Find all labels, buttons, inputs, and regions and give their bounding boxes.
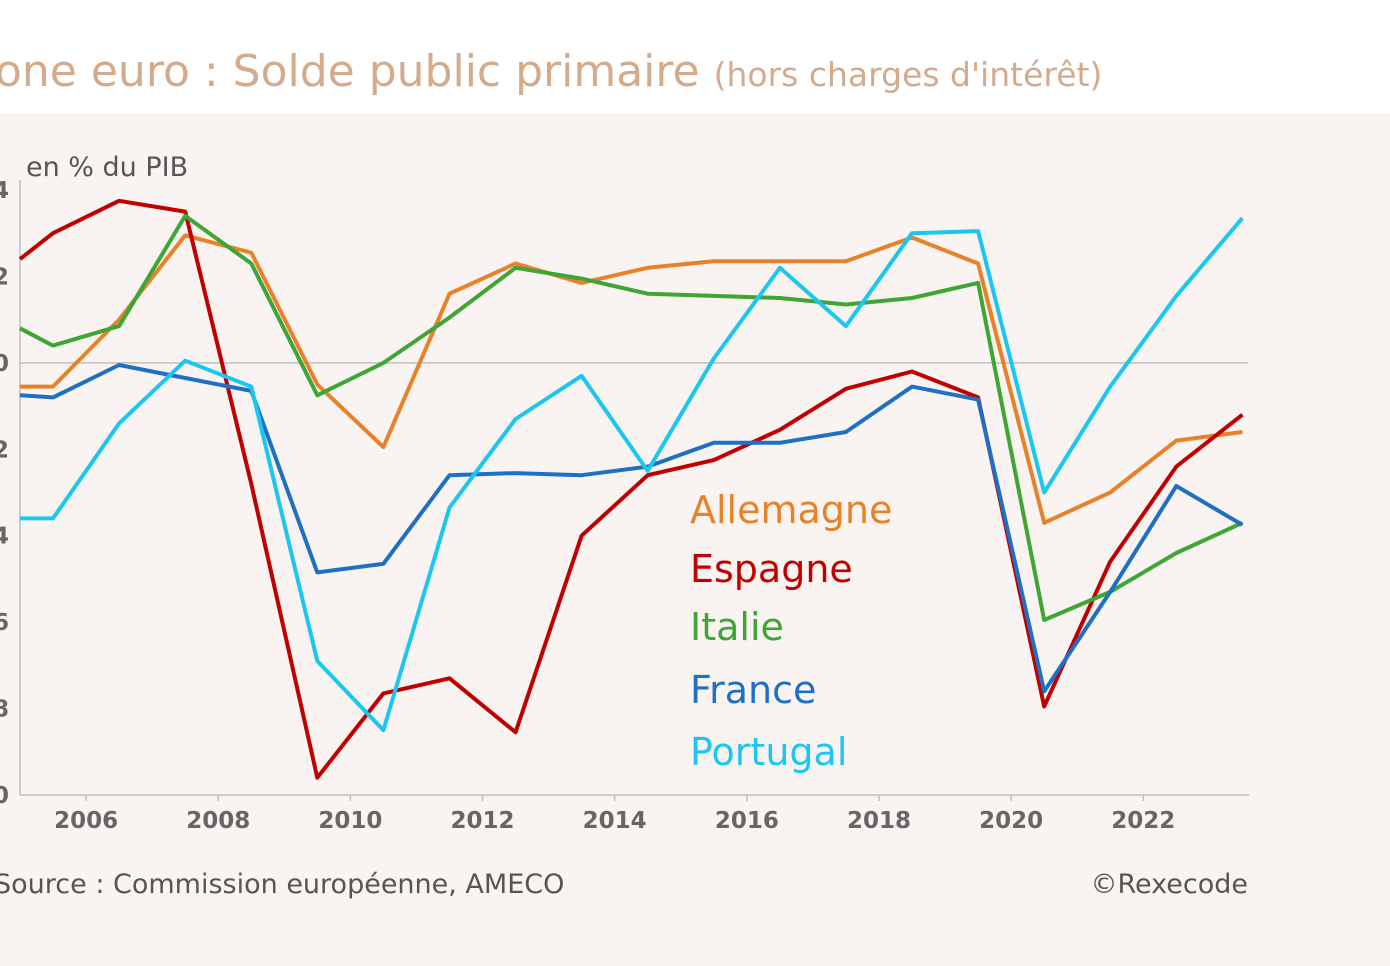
x-tick-label: 2020 bbox=[979, 808, 1043, 834]
legend-entry-france: France bbox=[690, 668, 816, 712]
y-tick-label: 2 bbox=[0, 264, 9, 290]
y-axis-unit-label: en % du PIB bbox=[26, 152, 188, 183]
series-line-italie bbox=[19, 213, 1244, 622]
chart-title-sub: (hors charges d'intérêt) bbox=[714, 55, 1103, 94]
series-line-portugal bbox=[20, 216, 1244, 733]
chart-title-main: one euro : Solde public primaire bbox=[0, 46, 700, 97]
x-tick-label: 2014 bbox=[583, 808, 647, 834]
y-tick-label: 4 bbox=[0, 178, 9, 204]
legend-entry-portugal: Portugal bbox=[690, 730, 847, 774]
legend-entry-italie: Italie bbox=[690, 605, 784, 649]
series-line-allemagne bbox=[20, 233, 1243, 525]
legend-entry-espagne: Espagne bbox=[690, 547, 853, 591]
x-tick-label: 2008 bbox=[186, 808, 250, 834]
y-tick-label: 2 bbox=[0, 437, 9, 463]
y-tick-label: 8 bbox=[0, 697, 9, 723]
y-tick-label: 0 bbox=[0, 783, 9, 809]
series-line-france bbox=[19, 363, 1244, 694]
legend: Allemagne Espagne Italie France Portugal bbox=[690, 488, 892, 774]
x-tick-labels: 2006 2008 2010 2012 2014 2016 2018 2020 2022 bbox=[54, 808, 1175, 834]
series-line-espagne bbox=[18, 198, 1244, 780]
x-tick-label: 2010 bbox=[318, 808, 382, 834]
axes bbox=[19, 180, 1249, 801]
chart-title: one euro : Solde public primaire (hors ch… bbox=[0, 46, 1102, 97]
y-tick-label: 0 bbox=[0, 351, 9, 377]
y-tick-labels: 4 2 0 2 4 6 8 0 bbox=[0, 178, 9, 809]
x-tick-label: 2016 bbox=[715, 808, 779, 834]
chart-background bbox=[0, 113, 1390, 966]
legend-entry-allemagne: Allemagne bbox=[690, 488, 892, 532]
copyright-note: ©Rexecode bbox=[1090, 869, 1248, 900]
x-tick-label: 2018 bbox=[847, 808, 911, 834]
x-tick-label: 2012 bbox=[451, 808, 515, 834]
y-tick-label: 4 bbox=[0, 524, 9, 550]
y-tick-label: 6 bbox=[0, 610, 9, 636]
series-lines bbox=[18, 198, 1244, 780]
x-tick-label: 2022 bbox=[1111, 808, 1175, 834]
source-note: Source : Commission européenne, AMECO bbox=[0, 869, 564, 900]
x-tick-label: 2006 bbox=[54, 808, 118, 834]
